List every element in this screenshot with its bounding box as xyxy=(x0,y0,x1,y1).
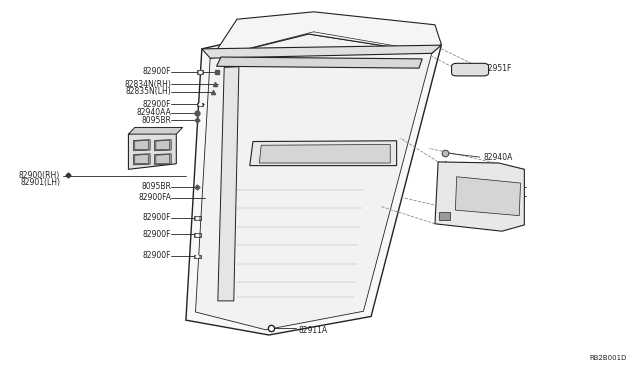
Polygon shape xyxy=(216,57,422,68)
Text: 82900F: 82900F xyxy=(143,100,172,109)
Polygon shape xyxy=(155,140,172,151)
Bar xyxy=(194,254,200,258)
Polygon shape xyxy=(435,162,524,231)
Bar xyxy=(194,217,200,220)
Polygon shape xyxy=(211,12,442,58)
Polygon shape xyxy=(129,128,182,134)
Polygon shape xyxy=(259,144,390,163)
Text: 82960(RH): 82960(RH) xyxy=(483,183,525,192)
Polygon shape xyxy=(218,67,239,301)
Text: 82900F: 82900F xyxy=(143,251,172,260)
Text: 82901(LH): 82901(LH) xyxy=(20,178,60,187)
Text: 82940A: 82940A xyxy=(483,153,513,162)
Text: 82961(LH): 82961(LH) xyxy=(483,191,524,200)
Bar xyxy=(196,70,203,74)
Bar xyxy=(194,233,200,237)
Text: 82911A: 82911A xyxy=(299,326,328,335)
Text: 82900F: 82900F xyxy=(143,213,172,222)
Text: 82900F: 82900F xyxy=(143,67,172,76)
Text: 8095BR: 8095BR xyxy=(141,182,172,191)
Polygon shape xyxy=(250,141,397,166)
Polygon shape xyxy=(135,140,148,150)
Polygon shape xyxy=(456,177,520,216)
Text: 82900FA: 82900FA xyxy=(138,193,172,202)
Polygon shape xyxy=(155,154,172,165)
Text: RB2B001D: RB2B001D xyxy=(589,355,627,361)
FancyBboxPatch shape xyxy=(440,212,450,221)
Polygon shape xyxy=(156,140,170,150)
Polygon shape xyxy=(195,34,432,330)
Text: 82900F: 82900F xyxy=(143,230,172,239)
Polygon shape xyxy=(129,129,176,169)
Polygon shape xyxy=(186,24,442,335)
Text: 82834N(RH): 82834N(RH) xyxy=(124,80,172,89)
Bar xyxy=(196,103,203,106)
Text: 82835N(LH): 82835N(LH) xyxy=(125,87,172,96)
Polygon shape xyxy=(156,154,170,164)
Text: 8095BR: 8095BR xyxy=(141,116,172,125)
Text: 82900(RH): 82900(RH) xyxy=(19,171,60,180)
Polygon shape xyxy=(134,154,150,165)
Text: 82951F: 82951F xyxy=(483,64,512,73)
Polygon shape xyxy=(202,45,442,58)
Polygon shape xyxy=(134,140,150,151)
FancyBboxPatch shape xyxy=(452,63,488,76)
Polygon shape xyxy=(135,154,148,164)
Text: 82940AA: 82940AA xyxy=(136,108,172,117)
